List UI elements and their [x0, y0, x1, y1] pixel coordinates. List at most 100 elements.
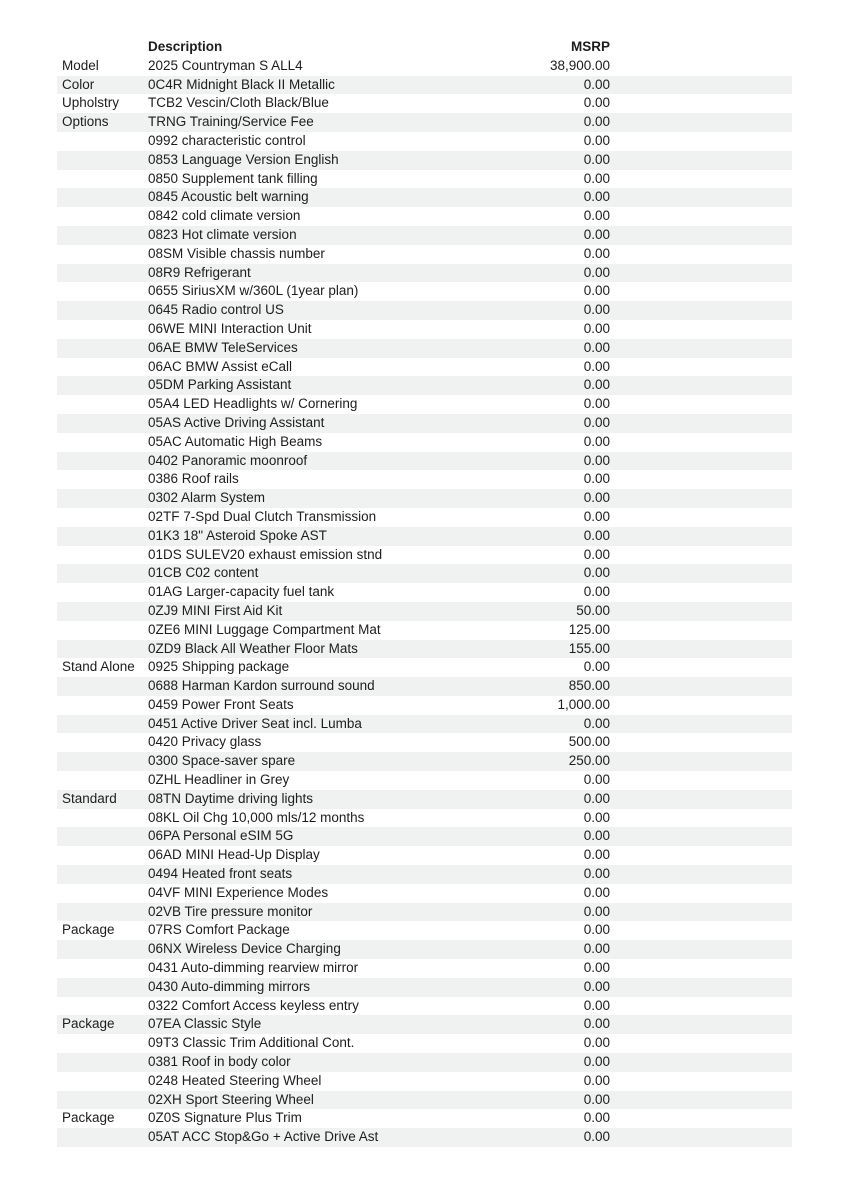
table-row: 0402 Panoramic moonroof 0.00: [57, 451, 792, 471]
row-msrp: 0.00: [583, 527, 610, 543]
row-description: 0992 characteristic control: [148, 132, 306, 148]
table-row: Stand Alone 0925 Shipping package 0.00: [57, 658, 792, 677]
row-msrp: 0.00: [583, 659, 610, 675]
table-row: 0420 Privacy glass 500.00: [57, 733, 792, 752]
row-msrp: 0.00: [583, 565, 610, 581]
row-description: 05AT ACC Stop&Go + Active Drive Ast: [148, 1129, 379, 1145]
row-category: Stand Alone: [62, 659, 135, 675]
row-description: 0842 cold climate version: [148, 208, 301, 224]
row-description: 0ZD9 Black All Weather Floor Mats: [148, 640, 358, 656]
row-msrp: 125.00: [568, 621, 610, 637]
table-row: 0850 Supplement tank filling 0.00: [57, 170, 792, 189]
table-row: 02XH Sport Steering Wheel 0.00: [57, 1090, 792, 1110]
table-row: 0431 Auto-dimming rearview mirror 0.00: [57, 959, 792, 978]
row-msrp: 0.00: [583, 414, 610, 430]
table-row: 08KL Oil Chg 10,000 mls/12 months 0.00: [57, 809, 792, 828]
row-description: 0322 Comfort Access keyless entry: [148, 997, 359, 1013]
row-msrp: 0.00: [583, 245, 610, 261]
table-row: 04VF MINI Experience Modes 0.00: [57, 884, 792, 903]
row-msrp: 250.00: [568, 753, 610, 769]
row-description: 0386 Roof rails: [148, 471, 239, 487]
row-msrp: 0.00: [583, 903, 610, 919]
table-body: Model 2025 Countryman S ALL4 38,900.00 C…: [57, 57, 792, 1148]
row-msrp: 0.00: [583, 941, 610, 957]
row-category: Upholstry: [62, 95, 120, 111]
table-row: 06NX Wireless Device Charging 0.00: [57, 940, 792, 960]
table-row: 05AC Automatic High Beams 0.00: [57, 433, 792, 452]
row-msrp: 850.00: [568, 678, 610, 694]
row-msrp: 500.00: [568, 734, 610, 750]
row-msrp: 1,000.00: [557, 696, 610, 712]
row-description: 01AG Larger-capacity fuel tank: [148, 584, 335, 600]
row-description: 01K3 18" Asteroid Spoke AST: [148, 527, 327, 543]
row-description: 06PA Personal eSIM 5G: [148, 828, 294, 844]
row-description: 07RS Comfort Package: [148, 922, 290, 938]
row-msrp: 0.00: [583, 1110, 610, 1126]
row-description: 04VF MINI Experience Modes: [148, 884, 329, 900]
row-msrp: 0.00: [583, 828, 610, 844]
row-msrp: 0.00: [583, 471, 610, 487]
table-row: 01DS SULEV20 exhaust emission stnd 0.00: [57, 546, 792, 565]
row-description: 07EA Classic Style: [148, 1016, 262, 1032]
table-row: 0ZD9 Black All Weather Floor Mats 155.00: [57, 639, 792, 659]
row-msrp: 0.00: [583, 283, 610, 299]
row-description: 05AC Automatic High Beams: [148, 433, 323, 449]
table-header-row: Description MSRP: [57, 38, 792, 57]
table-row: 0494 Heated front seats 0.00: [57, 865, 792, 884]
row-msrp: 0.00: [583, 584, 610, 600]
table-row: 0248 Heated Steering Wheel 0.00: [57, 1072, 792, 1091]
row-msrp: 0.00: [583, 1072, 610, 1088]
row-msrp: 0.00: [583, 264, 610, 280]
row-description: 06WE MINI Interaction Unit: [148, 320, 312, 336]
row-description: 2025 Countryman S ALL4: [148, 57, 303, 73]
row-msrp: 0.00: [583, 1035, 610, 1051]
row-category: Options: [62, 114, 109, 130]
row-msrp: 0.00: [583, 884, 610, 900]
table-row: 01K3 18" Asteroid Spoke AST 0.00: [57, 526, 792, 546]
row-description: 0430 Auto-dimming mirrors: [148, 978, 311, 994]
row-msrp: 50.00: [576, 602, 610, 618]
row-msrp: 0.00: [583, 396, 610, 412]
row-msrp: 38,900.00: [549, 57, 610, 73]
row-description: 0431 Auto-dimming rearview mirror: [148, 960, 359, 976]
table-row: 0381 Roof in body color 0.00: [57, 1053, 792, 1072]
row-description: 02VB Tire pressure monitor: [148, 903, 313, 919]
row-description: 09T3 Classic Trim Additional Cont.: [148, 1035, 355, 1051]
options-price-table: Description MSRP Model 2025 Countryman S…: [57, 38, 792, 1148]
table-row: 08R9 Refrigerant 0.00: [57, 263, 792, 283]
row-description: 0845 Acoustic belt warning: [148, 189, 309, 205]
row-msrp: 0.00: [583, 772, 610, 788]
row-msrp: 0.00: [583, 866, 610, 882]
row-description: 0655 SiriusXM w/360L (1year plan): [148, 283, 359, 299]
row-description: 0402 Panoramic moonroof: [148, 452, 308, 468]
row-msrp: 0.00: [583, 339, 610, 355]
row-msrp: 0.00: [583, 960, 610, 976]
table-row: 05A4 LED Headlights w/ Cornering 0.00: [57, 395, 792, 414]
row-description: 0645 Radio control US: [148, 302, 284, 318]
row-description: 02XH Sport Steering Wheel: [148, 1091, 314, 1107]
row-description: 0300 Space-saver spare: [148, 753, 296, 769]
row-description: 0494 Heated front seats: [148, 866, 293, 882]
row-msrp: 0.00: [583, 790, 610, 806]
row-msrp: 0.00: [583, 358, 610, 374]
table-row: 02TF 7-Spd Dual Clutch Transmission 0.00: [57, 508, 792, 527]
row-description: 0459 Power Front Seats: [148, 696, 294, 712]
table-row: 0655 SiriusXM w/360L (1year plan) 0.00: [57, 282, 792, 301]
table-row: 01AG Larger-capacity fuel tank 0.00: [57, 583, 792, 602]
table-row: 08SM Visible chassis number 0.00: [57, 245, 792, 264]
table-row: 0302 Alarm System 0.00: [57, 489, 792, 508]
row-description: 0ZHL Headliner in Grey: [148, 772, 290, 788]
row-msrp: 0.00: [583, 452, 610, 468]
row-category: Model: [62, 57, 99, 73]
row-description: 0ZJ9 MINI First Aid Kit: [148, 602, 283, 618]
row-description: 0688 Harman Kardon surround sound: [148, 678, 375, 694]
table-row: 0645 Radio control US 0.00: [57, 301, 792, 320]
table-row: 0853 Language Version English 0.00: [57, 150, 792, 170]
row-msrp: 0.00: [583, 1129, 610, 1145]
table-row: Package 07EA Classic Style 0.00: [57, 1015, 792, 1035]
table-row: 06AE BMW TeleServices 0.00: [57, 338, 792, 358]
table-row: Standard 08TN Daytime driving lights 0.0…: [57, 789, 792, 809]
table-row: 0842 cold climate version 0.00: [57, 207, 792, 226]
row-description: 0C4R Midnight Black II Metallic: [148, 76, 335, 92]
table-row: 09T3 Classic Trim Additional Cont. 0.00: [57, 1034, 792, 1053]
